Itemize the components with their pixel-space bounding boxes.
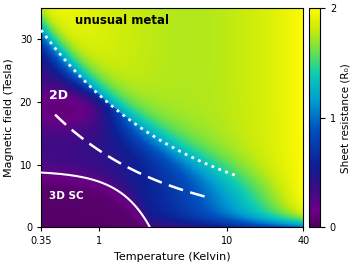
Text: unusual metal: unusual metal bbox=[75, 14, 169, 27]
X-axis label: Temperature (Kelvin): Temperature (Kelvin) bbox=[114, 252, 230, 262]
Y-axis label: Magnetic field (Tesla): Magnetic field (Tesla) bbox=[4, 58, 14, 177]
Text: 2D: 2D bbox=[49, 89, 67, 102]
Y-axis label: Sheet resistance (R₀): Sheet resistance (R₀) bbox=[340, 63, 350, 173]
Text: 3D SC: 3D SC bbox=[49, 191, 83, 201]
